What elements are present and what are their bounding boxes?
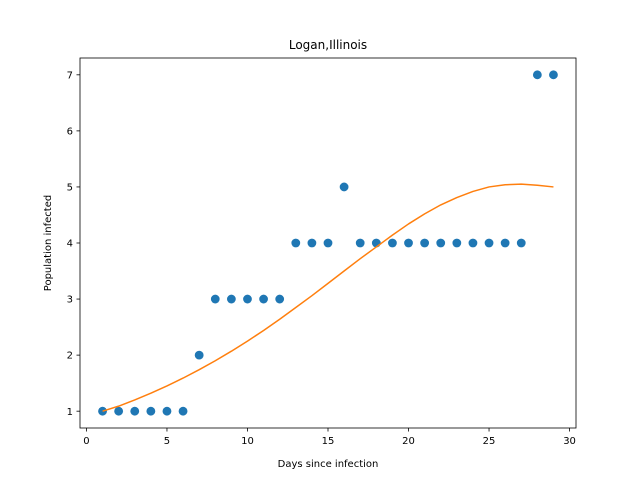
y-tick-label: 5 [67,183,73,194]
x-tick-label: 20 [402,436,415,447]
data-point [452,238,462,248]
x-axis-label: Days since infection [278,459,379,470]
data-point [420,238,430,248]
data-point [259,294,268,304]
data-point [194,350,204,360]
data-point [114,406,124,416]
data-point [355,238,365,248]
data-point [549,70,558,80]
data-point [468,238,478,248]
data-point [210,294,220,304]
x-tick-label: 15 [322,436,335,447]
y-tick-label: 2 [67,351,73,362]
data-point [339,182,349,192]
data-point [436,238,446,248]
x-tick-label: 25 [483,436,496,447]
x-tick-label: 30 [563,436,576,447]
y-tick-label: 7 [67,70,73,81]
data-point [307,238,317,248]
fit-line [102,183,554,412]
data-point [146,406,156,416]
plot-area [98,70,558,416]
data-point [130,406,140,416]
x-tick-label: 10 [241,436,254,447]
data-point [484,238,494,248]
data-point [178,406,188,416]
chart-title: Logan,Illinois [289,38,367,52]
data-point [291,238,301,248]
y-tick-label: 1 [67,407,73,418]
data-point [404,238,413,248]
y-tick-label: 6 [67,126,73,137]
data-point [532,70,542,80]
data-point [323,238,333,248]
y-axis: 1 2 3 4 5 6 7 [67,70,80,418]
x-tick-label: 0 [83,436,89,447]
x-axis: 0 5 10 15 20 25 30 [83,428,576,447]
data-point [388,238,397,248]
y-tick-label: 4 [67,239,73,250]
x-tick-label: 5 [164,436,170,447]
y-axis-label: Population infected [43,195,54,291]
data-point [516,238,526,248]
data-point [226,294,236,304]
data-point [500,238,510,248]
data-point [275,294,285,304]
data-point [162,406,172,416]
y-tick-label: 3 [67,295,73,306]
data-point [243,294,252,304]
